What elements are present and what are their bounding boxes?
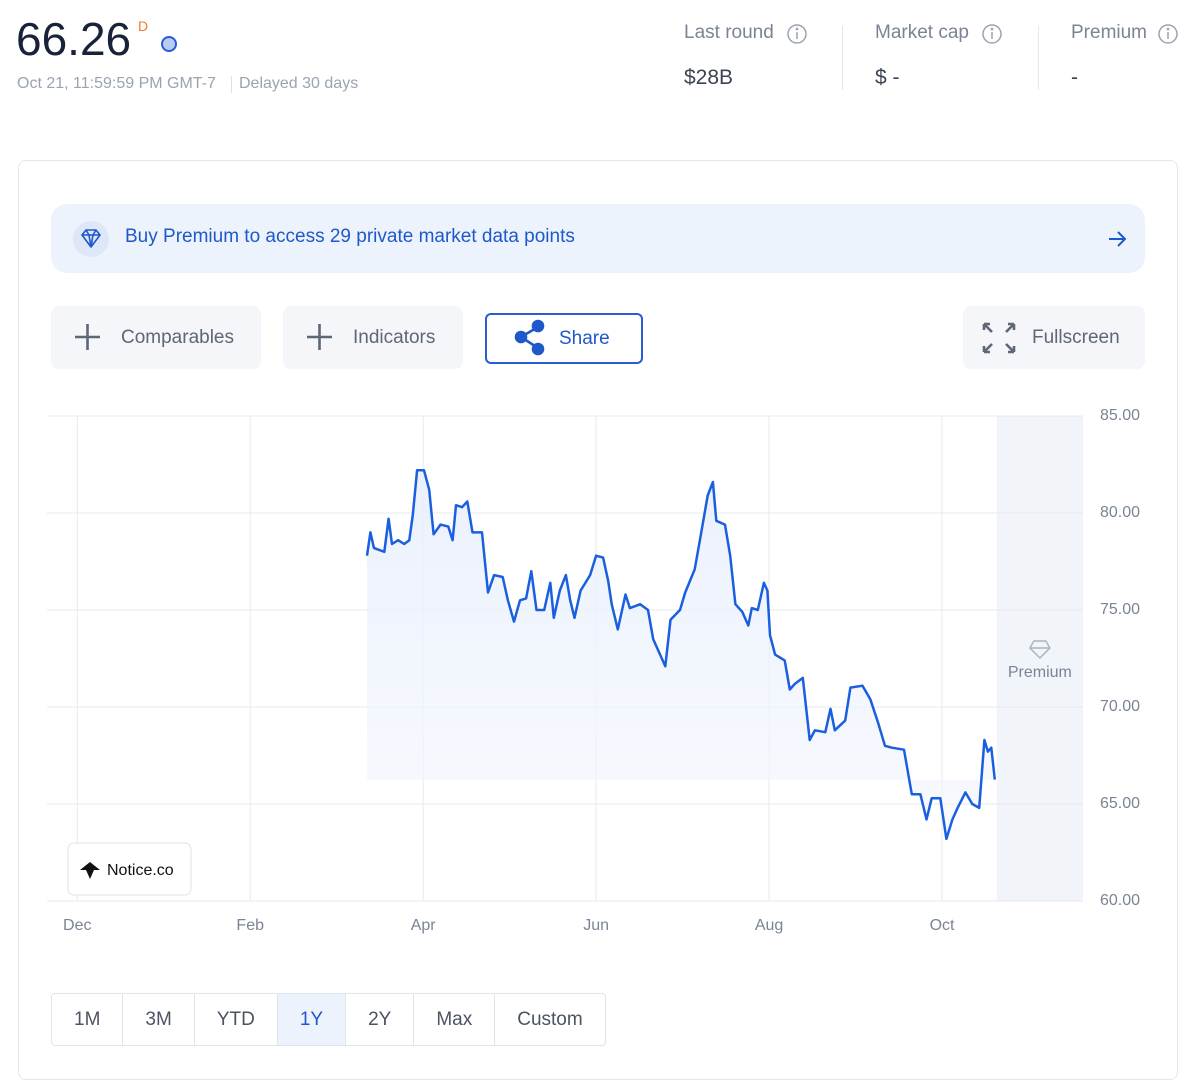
x-tick-label: Oct (930, 917, 955, 934)
stat-label: Market cap (875, 22, 969, 43)
banner-text: Buy Premium to access 29 private market … (125, 226, 575, 247)
divider (1038, 26, 1039, 90)
premium-label: Premium (1008, 664, 1072, 681)
timestamp: Oct 21, 11:59:59 PM GMT-7 (17, 75, 216, 92)
premium-banner[interactable] (51, 204, 1145, 273)
status-dot (161, 36, 177, 52)
range-button[interactable]: Max (414, 994, 496, 1045)
x-tick-label: Dec (63, 917, 91, 934)
range-selector: 1M 3M YTD 1Y 2Y Max Custom (51, 993, 606, 1046)
x-tick-label: Aug (755, 917, 783, 934)
area-fill (367, 470, 995, 839)
watermark-box (67, 842, 192, 896)
button-label: Share (559, 327, 610, 349)
x-tick-label: Jun (583, 917, 609, 934)
range-button[interactable]: 3M (123, 994, 195, 1045)
stat-label: Last round (684, 22, 774, 43)
price-chart: Premium 60.00 65.00 70.00 75.00 80.00 85.00 Dec… (47, 407, 1140, 934)
price: 66.26 (16, 13, 132, 65)
divider (231, 76, 232, 93)
stat-value: $ - (875, 66, 900, 89)
stat-label: Premium (1071, 22, 1148, 43)
fullscreen-button[interactable]: Fullscreen (963, 306, 1145, 369)
button-label: Indicators (353, 326, 436, 348)
button-label: Comparables (121, 326, 234, 348)
banner-icons (73, 221, 1127, 257)
range-button[interactable]: 1M (52, 994, 124, 1045)
price-line (365, 469, 997, 841)
toolbar-icons (75, 319, 1016, 356)
y-tick-label: 60.00 (1100, 892, 1140, 909)
premium-icon (1029, 640, 1051, 659)
range-button[interactable]: Custom (517, 1008, 583, 1030)
comparables-button[interactable]: Comparables (51, 306, 261, 369)
range-button[interactable]: 1Y (277, 994, 347, 1045)
x-tick-label: Apr (411, 917, 437, 934)
price-flag: D (138, 18, 149, 34)
stat-value: $28B (684, 66, 734, 89)
range-button[interactable]: 2Y (346, 994, 415, 1045)
delay-note: Delayed 30 days (239, 75, 359, 92)
button-label: Fullscreen (1032, 326, 1120, 348)
range-button[interactable]: YTD (195, 994, 278, 1045)
stat-value: - (1071, 66, 1078, 89)
y-tick-label: 80.00 (1100, 504, 1140, 521)
info-icons (787, 24, 1178, 44)
y-tick-label: 85.00 (1100, 407, 1140, 424)
divider (842, 26, 843, 90)
watermark-label: Notice.co (107, 862, 174, 879)
x-tick-label: Feb (236, 917, 264, 934)
y-tick-label: 75.00 (1100, 601, 1140, 618)
y-tick-label: 65.00 (1100, 795, 1140, 812)
watermark-logo (80, 862, 100, 879)
share-button[interactable]: Share (485, 313, 643, 364)
y-tick-label: 70.00 (1100, 698, 1140, 715)
